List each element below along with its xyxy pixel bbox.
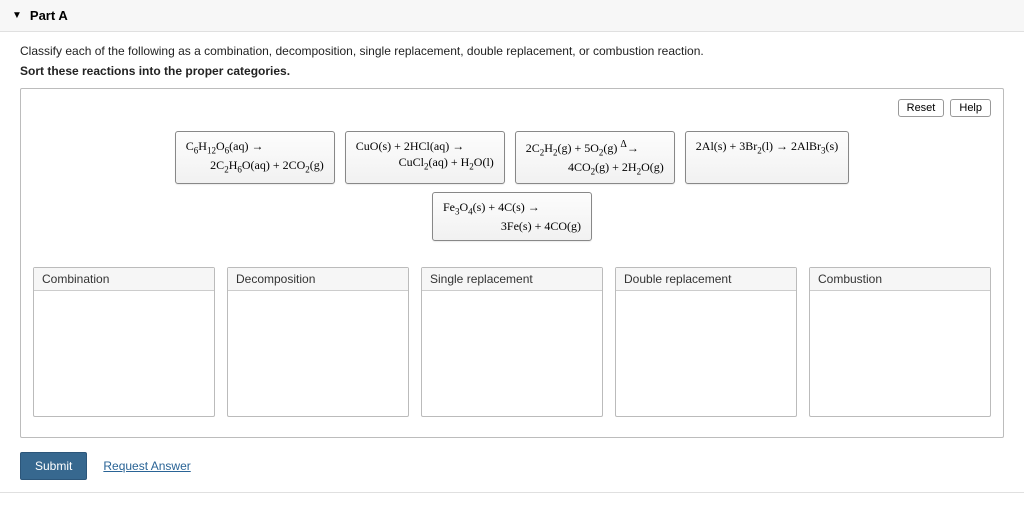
bin-label: Single replacement [422,268,602,291]
bin-combination[interactable]: Combination [33,267,215,417]
part-header[interactable]: ▼ Part A [0,0,1024,32]
bin-single-replacement[interactable]: Single replacement [421,267,603,417]
tile-line-1: C6H12O6(aq) → [186,139,264,153]
pool-row-1: C6H12O6(aq) → 2C2H6O(aq) + 2CO2(g) CuO(s… [175,131,849,184]
submit-button[interactable]: Submit [20,452,87,480]
workspace-toolbar: Reset Help [33,99,991,117]
tile-line-2: 4CO2(g) + 2H2O(g) [526,159,664,178]
instruction-line-2: Sort these reactions into the proper cat… [20,64,1004,78]
reaction-tile[interactable]: C6H12O6(aq) → 2C2H6O(aq) + 2CO2(g) [175,131,335,184]
bin-label: Combination [34,268,214,291]
bin-label: Combustion [810,268,990,291]
reset-button[interactable]: Reset [898,99,945,117]
part-panel: ▼ Part A Classify each of the following … [0,0,1024,493]
category-bins: Combination Decomposition Single replace… [33,267,991,417]
bin-double-replacement[interactable]: Double replacement [615,267,797,417]
tile-pool: C6H12O6(aq) → 2C2H6O(aq) + 2CO2(g) CuO(s… [33,131,991,241]
part-title: Part A [30,8,68,23]
tile-line-1: 2C2H2(g) + 5O2(g) Δ→ [526,141,639,155]
tile-line-2: 3Fe(s) + 4CO(g) [443,218,581,234]
tile-line-1: Fe3O4(s) + 4C(s) → [443,200,540,214]
bin-combustion[interactable]: Combustion [809,267,991,417]
bin-label: Double replacement [616,268,796,291]
pool-row-2: Fe3O4(s) + 4C(s) → 3Fe(s) + 4CO(g) [432,192,592,241]
tile-line-2: 2C2H6O(aq) + 2CO2(g) [186,157,324,176]
instruction-line-1: Classify each of the following as a comb… [20,44,1004,58]
reaction-tile[interactable]: 2Al(s) + 3Br2(l) → 2AlBr3(s) [685,131,849,184]
request-answer-link[interactable]: Request Answer [103,459,190,473]
tile-line-1: 2Al(s) + 3Br2(l) → 2AlBr3(s) [696,139,838,153]
collapse-caret-icon: ▼ [12,10,22,21]
bin-label: Decomposition [228,268,408,291]
sorting-workspace: Reset Help C6H12O6(aq) → 2C2H6O(aq) + 2C… [20,88,1004,438]
tile-line-2: CuCl2(aq) + H2O(l) [356,154,494,173]
reaction-tile[interactable]: CuO(s) + 2HCl(aq) → CuCl2(aq) + H2O(l) [345,131,505,184]
content-area: Classify each of the following as a comb… [0,32,1024,492]
footer-row: Submit Request Answer [20,452,1004,480]
tile-line-1: CuO(s) + 2HCl(aq) → [356,139,464,153]
reaction-tile[interactable]: 2C2H2(g) + 5O2(g) Δ→ 4CO2(g) + 2H2O(g) [515,131,675,184]
bin-decomposition[interactable]: Decomposition [227,267,409,417]
help-button[interactable]: Help [950,99,991,117]
reaction-tile[interactable]: Fe3O4(s) + 4C(s) → 3Fe(s) + 4CO(g) [432,192,592,241]
